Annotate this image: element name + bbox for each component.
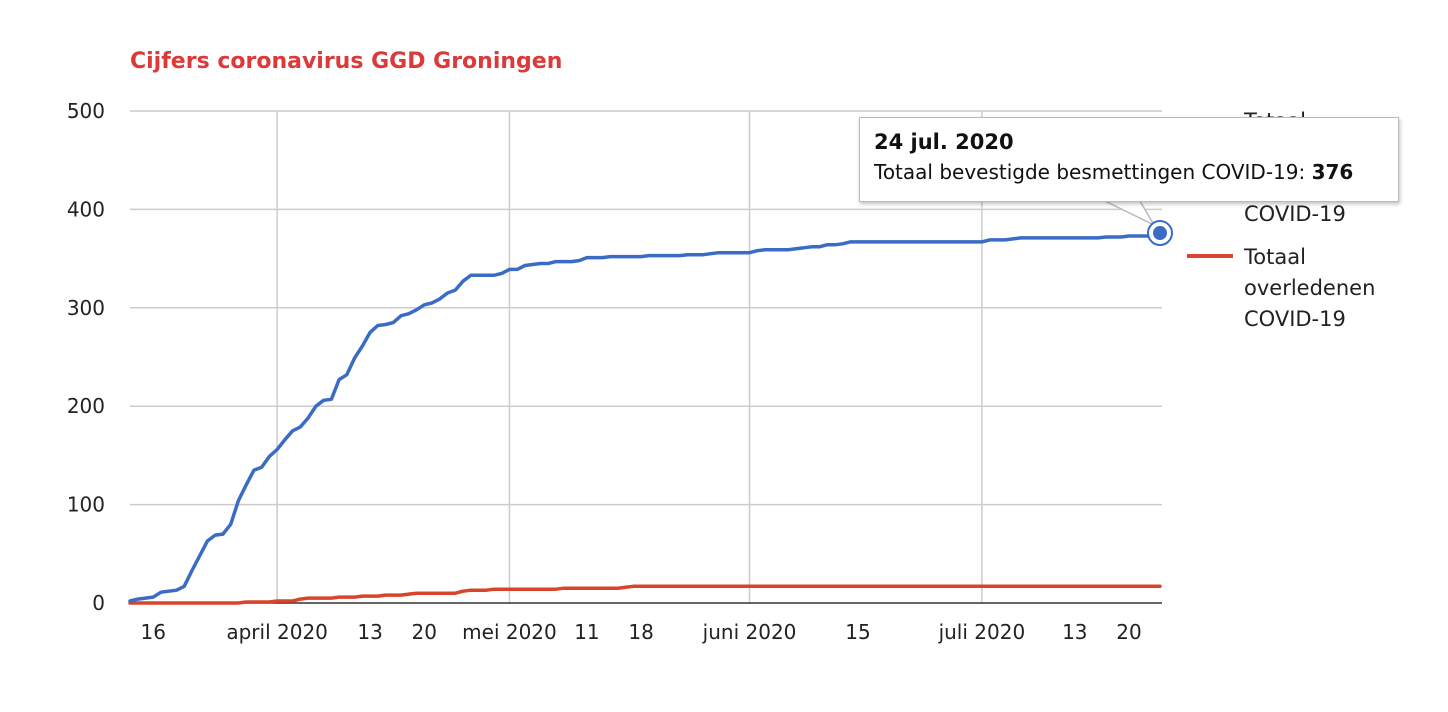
- y-tick-label: 300: [67, 296, 105, 320]
- series-line: [128, 231, 1162, 603]
- x-tick-label: 13: [1062, 620, 1087, 644]
- hover-point-dot[interactable]: [1153, 226, 1167, 241]
- legend-label: COVID-19: [1244, 307, 1346, 331]
- tooltip: 24 jul. 2020 Totaal bevestigde besmettin…: [859, 117, 1399, 202]
- x-tick-label: 20: [412, 620, 437, 644]
- y-tick-label: 100: [67, 493, 105, 517]
- x-tick-label: mei 2020: [462, 620, 557, 644]
- x-tick-label: 18: [628, 620, 653, 644]
- x-tick-label: juli 2020: [938, 620, 1026, 644]
- y-axis-tick-labels: 0 100 200 300 400 500: [67, 99, 105, 615]
- x-tick-label: juni 2020: [702, 620, 797, 644]
- x-axis-tick-labels: 16 april 2020 13 20 mei 2020 11 18 juni 2020 15 j…: [141, 620, 1142, 644]
- y-tick-label: 500: [67, 99, 105, 123]
- series-line: [128, 584, 1162, 605]
- x-tick-label: 15: [845, 620, 870, 644]
- x-tick-label: 11: [574, 620, 599, 644]
- x-tick-label: 13: [357, 620, 382, 644]
- series-lines: [128, 231, 1162, 605]
- legend-label: Totaal: [1243, 245, 1306, 269]
- y-tick-label: 200: [67, 394, 105, 418]
- x-tick-label: april 2020: [226, 620, 328, 644]
- grid-lines: [130, 110, 1162, 604]
- y-tick-label: 0: [92, 591, 105, 615]
- legend-label: overledenen: [1244, 276, 1375, 300]
- y-tick-label: 400: [67, 197, 105, 221]
- tooltip-date: 24 jul. 2020: [874, 130, 1014, 154]
- chart-title: Cijfers coronavirus GGD Groningen: [130, 49, 562, 74]
- tooltip-line: Totaal bevestigde besmettingen COVID-19:…: [874, 160, 1353, 184]
- x-tick-label: 16: [141, 620, 166, 644]
- legend-label: COVID-19: [1244, 202, 1346, 226]
- x-tick-label: 20: [1116, 620, 1141, 644]
- tooltip-pointer: [1104, 200, 1156, 227]
- tooltip-label: Totaal bevestigde besmettingen COVID-19:: [874, 160, 1306, 184]
- tooltip-value: 376: [1311, 160, 1354, 184]
